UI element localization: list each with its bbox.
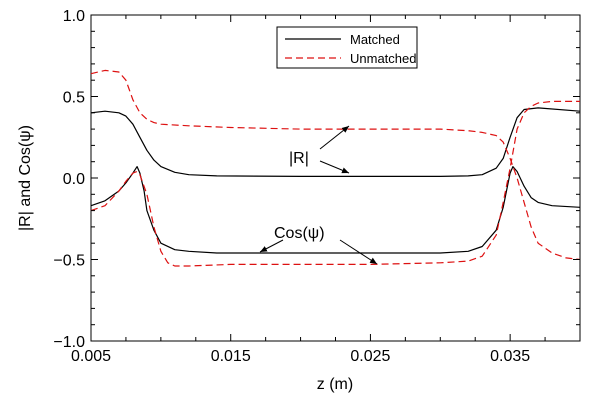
x-tick-label: 0.025 [350,348,390,365]
y-tick-label: −0.5 [53,253,85,270]
y-axis-label: |R| and Cos(ψ) [17,125,34,231]
x-axis-label: z (m) [317,376,353,393]
y-tick-label: 0.5 [63,90,85,107]
series-layer [90,69,581,267]
annotation-r-arrow-upper [319,125,350,150]
legend: Matched Unmatched [276,26,418,69]
x-tick-label: 0.005 [71,348,111,365]
legend-label-unmatched: Unmatched [350,51,416,66]
y-tick-label: 1.0 [63,8,85,25]
x-tick-label: 0.015 [211,348,251,365]
plot-frame [90,14,581,342]
series-line-unmatched-r [90,69,581,261]
annotation-cos: Cos(ψ) [259,225,378,265]
y-tick-label: 0.0 [63,171,85,188]
annotation-r-label: |R| [289,150,309,167]
annotation-r-arrow-lower [319,160,350,174]
ticks-layer: 0.005 0.015 0.025 0.035 −1.0 −0.5 0.0 0.5 1.0 [53,8,581,365]
legend-box [276,26,418,69]
annotation-cos-arrow-left [259,239,284,253]
annotation-r: |R| [289,125,350,174]
x-tick-label: 0.035 [490,348,530,365]
series-line-matched-r [90,107,581,177]
annotation-cos-label: Cos(ψ) [274,225,325,242]
y-tick-label: −1.0 [53,334,85,351]
series-line-matched-cos [90,166,581,254]
legend-label-matched: Matched [350,32,400,47]
annotation-cos-arrow-right [339,239,378,265]
series-line-unmatched-cos [90,100,580,267]
